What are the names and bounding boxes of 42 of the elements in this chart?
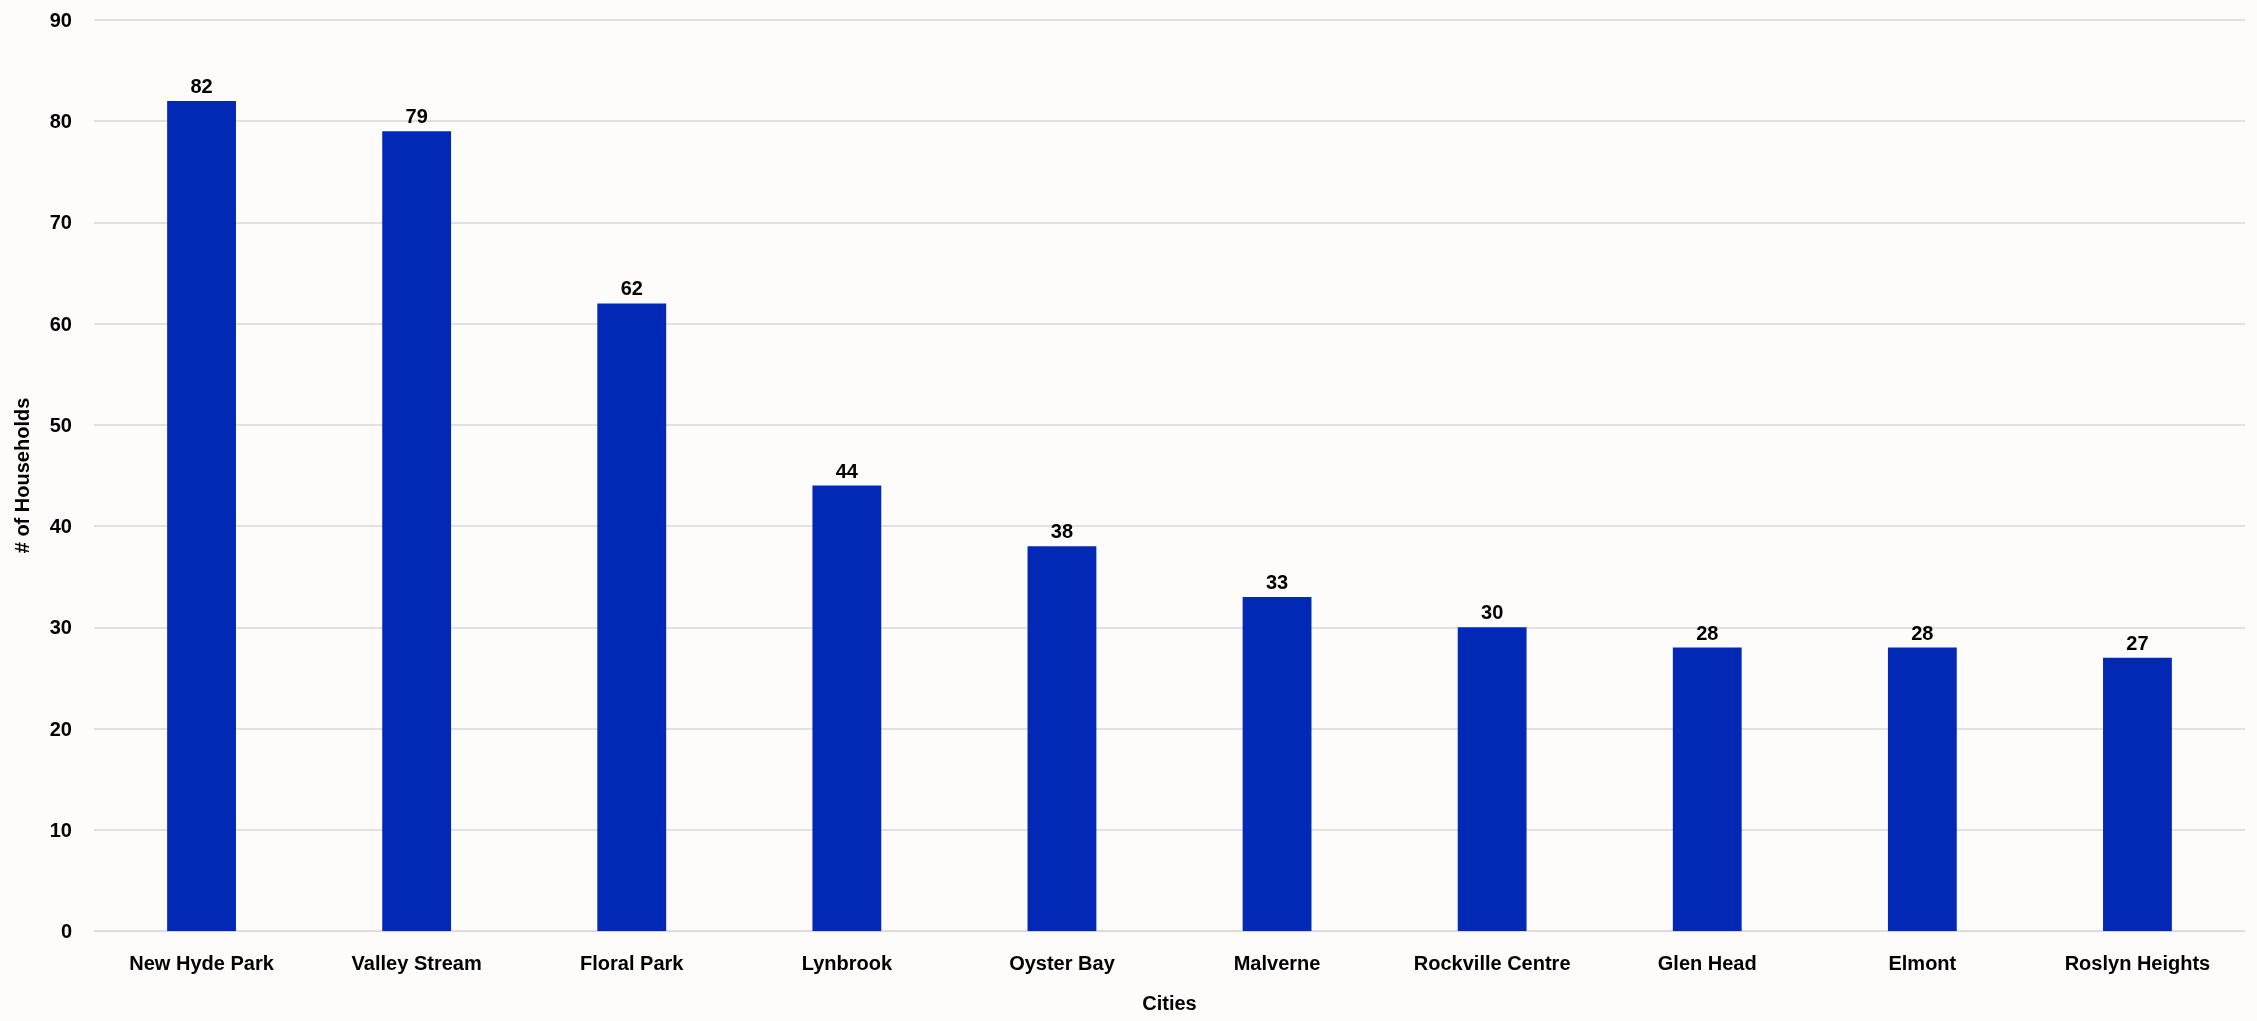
bar [812, 485, 882, 931]
y-tick-label: 70 [49, 211, 72, 234]
data-label: 82 [190, 74, 213, 97]
data-label: 33 [1265, 570, 1289, 593]
y-tick-label: 0 [60, 920, 72, 942]
bar [1887, 647, 1957, 931]
y-tick-label: 10 [49, 818, 72, 841]
data-label: 28 [1911, 621, 1934, 644]
data-label: 44 [835, 459, 859, 482]
bar [1672, 647, 1742, 931]
x-tick-label: Lynbrook [801, 952, 893, 974]
bar [597, 303, 667, 931]
x-tick-label: Elmont [1888, 952, 1957, 974]
bar [167, 100, 236, 931]
data-label: 27 [2126, 631, 2149, 654]
y-tick-label: 90 [49, 9, 72, 31]
bar [2103, 657, 2172, 931]
y-tick-label: 80 [49, 110, 72, 133]
y-tick-label: 50 [49, 413, 72, 436]
x-tick-label: New Hyde Park [129, 952, 275, 974]
data-label: 38 [1050, 520, 1074, 543]
y-tick-label: 40 [49, 515, 72, 538]
x-tick-label: Roslyn Heights [2064, 952, 2211, 974]
bar [1242, 596, 1312, 931]
x-axis-title: Cities [1142, 992, 1197, 1014]
x-tick-label: Rockville Centre [1413, 952, 1571, 974]
bar [382, 131, 452, 931]
x-tick-label: Malverne [1233, 952, 1321, 974]
data-label: 28 [1696, 621, 1719, 644]
data-label: 30 [1481, 601, 1504, 624]
x-tick-label: Floral Park [580, 952, 685, 974]
x-tick-label: Glen Head [1657, 952, 1757, 974]
x-tick-label: Oyster Bay [1009, 952, 1116, 974]
data-label: 79 [405, 105, 428, 128]
y-axis-title: # of Households [11, 397, 33, 554]
y-tick-label: 30 [49, 616, 72, 639]
y-tick-label: 60 [49, 312, 72, 335]
bar [1457, 627, 1527, 931]
bar [1027, 546, 1097, 931]
y-tick-label: 20 [49, 717, 72, 740]
x-tick-label: Valley Stream [351, 952, 482, 974]
data-label: 62 [620, 277, 643, 300]
